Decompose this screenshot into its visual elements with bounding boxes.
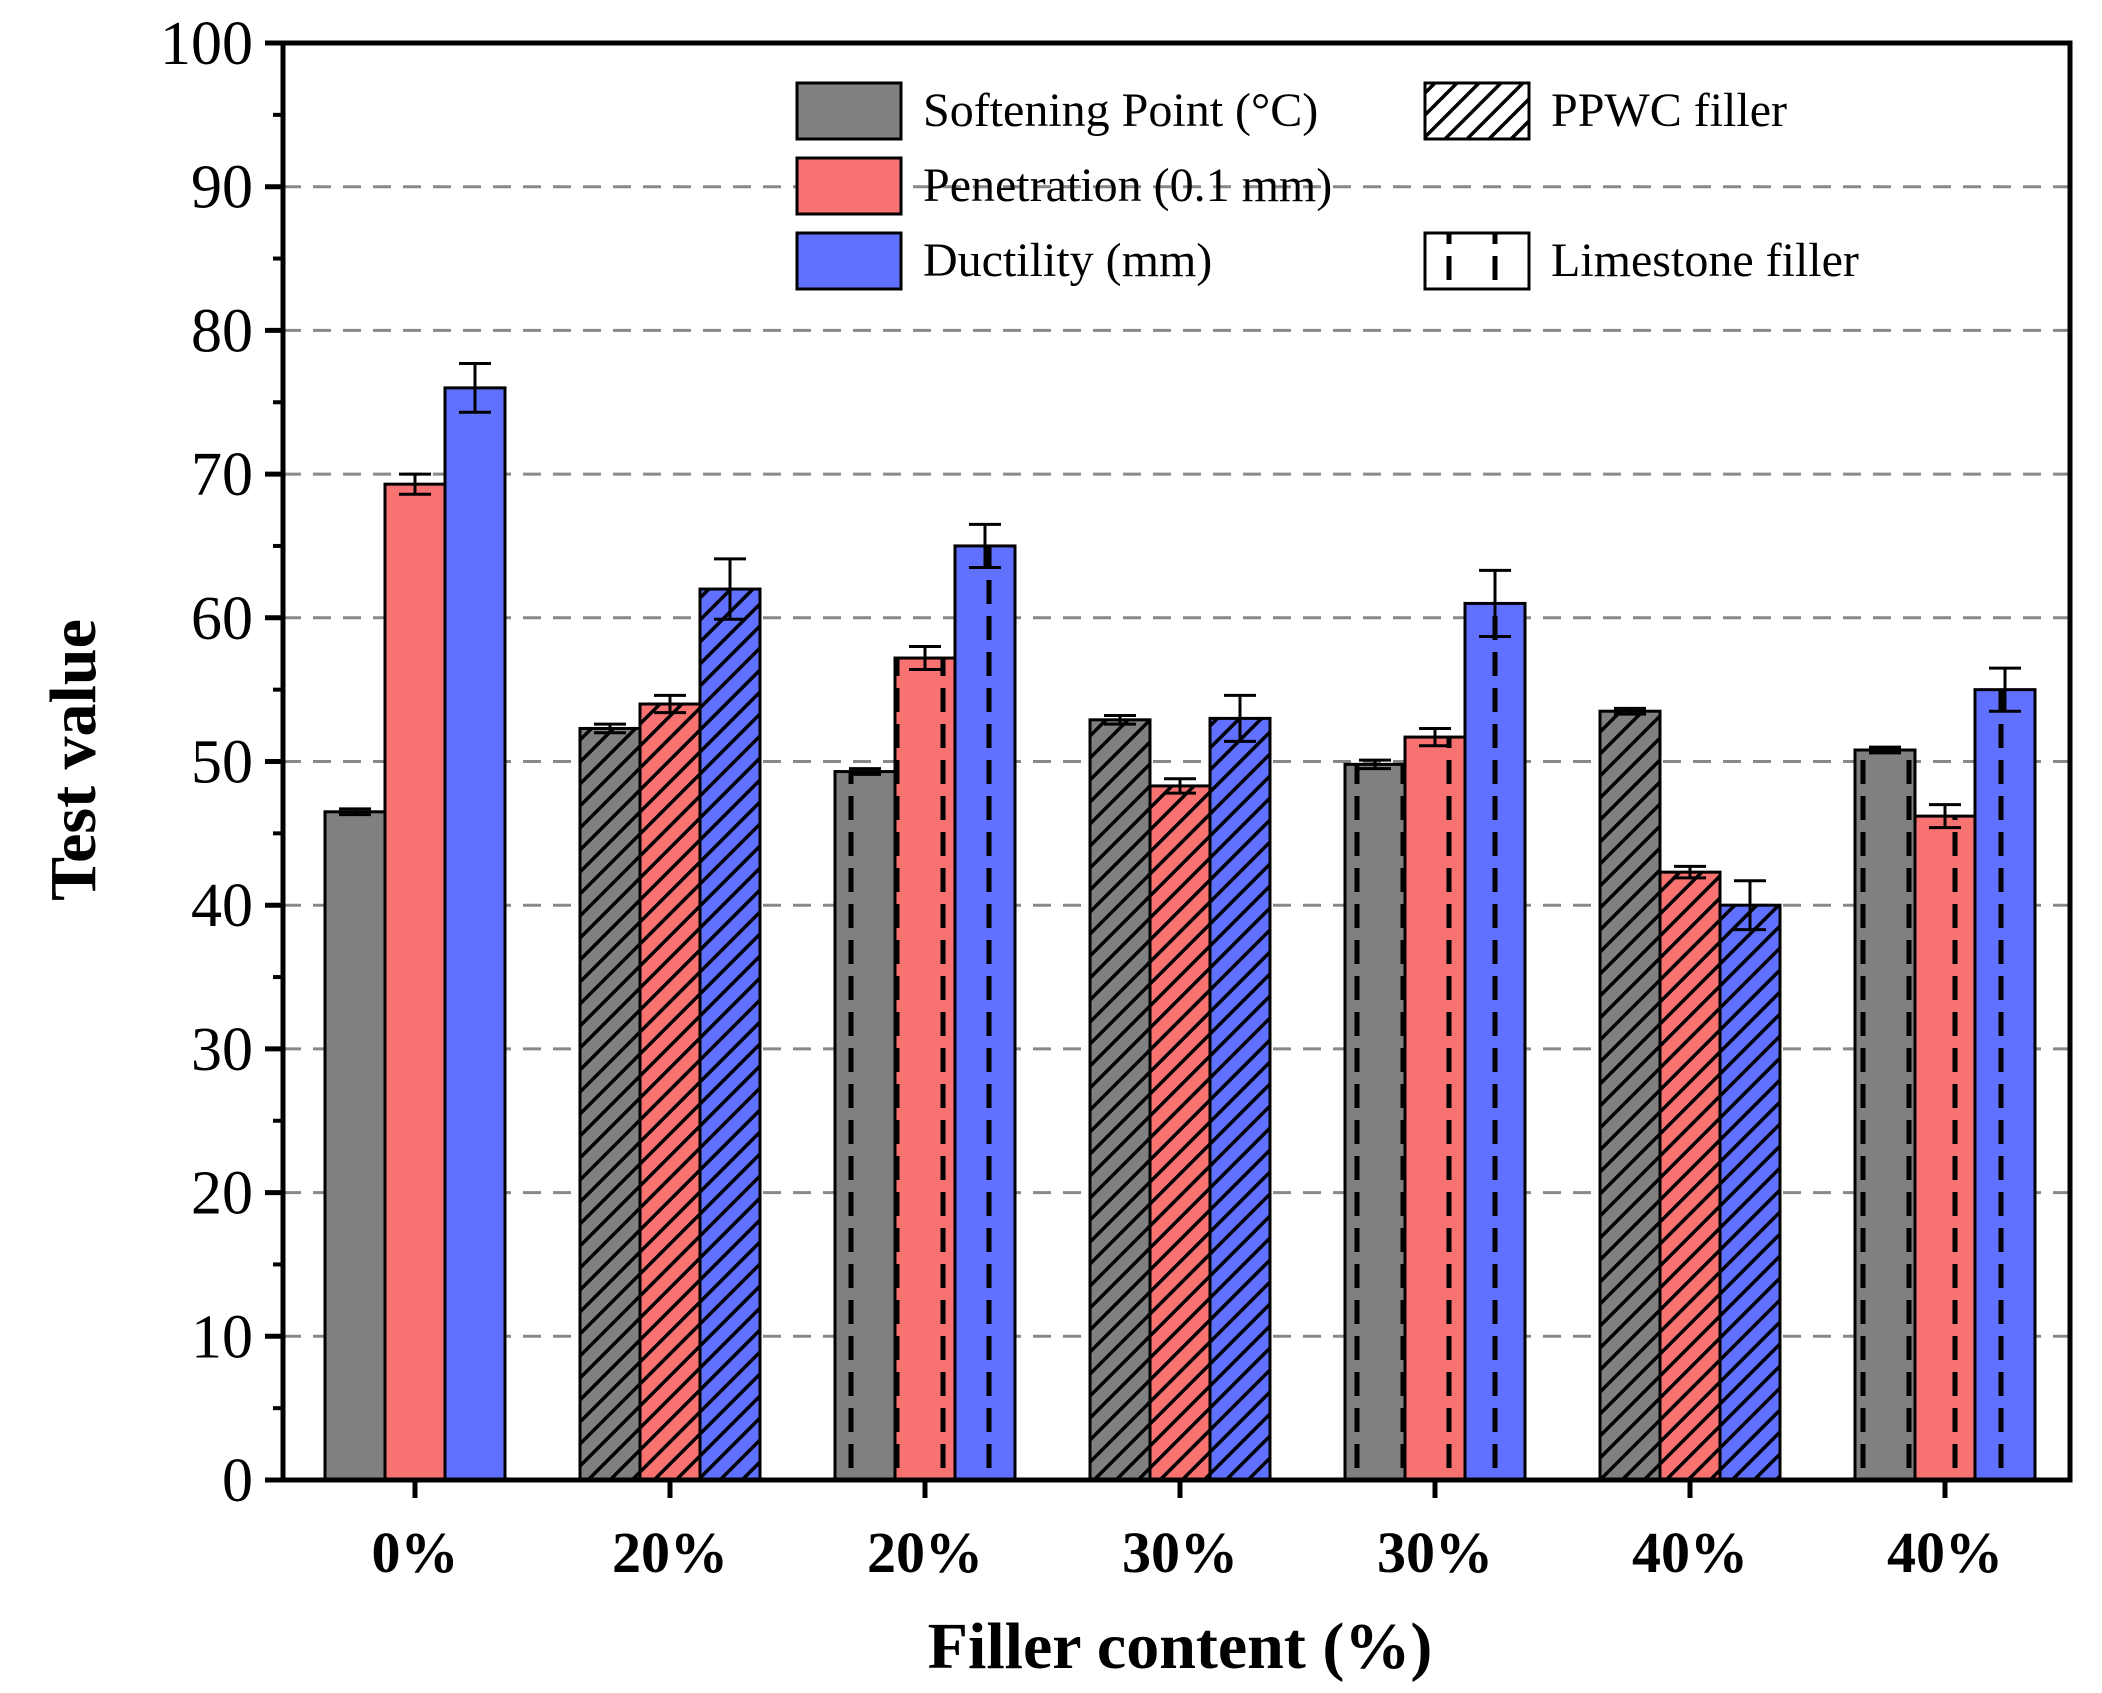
bar bbox=[323, 810, 387, 1480]
legend-item: Ductility (mm) bbox=[795, 231, 1212, 291]
x-tick-label: 20% bbox=[867, 1520, 983, 1585]
error-bar bbox=[1734, 879, 1766, 932]
error-bar bbox=[1224, 693, 1256, 743]
bars bbox=[323, 386, 2037, 1480]
legend-label: Ductility (mm) bbox=[923, 234, 1212, 287]
y-tick-label: 70 bbox=[191, 441, 253, 509]
y-tick-label: 0 bbox=[222, 1447, 253, 1515]
error-bar bbox=[1869, 745, 1901, 755]
legend-label: Limestone filler bbox=[1551, 234, 1859, 287]
y-axis-title: Test value bbox=[37, 619, 110, 901]
error-bar bbox=[594, 722, 626, 735]
bar-pattern bbox=[1660, 872, 1720, 1480]
x-tick-label: 0% bbox=[372, 1520, 459, 1585]
x-tick-label: 20% bbox=[612, 1520, 728, 1585]
legend-swatch bbox=[795, 81, 903, 141]
y-tick-label: 90 bbox=[191, 154, 253, 222]
error-bar bbox=[1674, 864, 1706, 880]
y-tick-label: 30 bbox=[191, 1016, 253, 1084]
legend-item: PPWC filler bbox=[1423, 81, 1787, 141]
y-tick-label: 40 bbox=[191, 872, 253, 940]
legend-pattern bbox=[1423, 81, 1531, 141]
legend: Softening Point (°C) Penetration (0.1 mm)… bbox=[795, 81, 1859, 291]
y-tick-label: 20 bbox=[191, 1160, 253, 1228]
bar-pattern bbox=[700, 589, 760, 1480]
x-tick-label: 40% bbox=[1887, 1520, 2003, 1585]
error-bar bbox=[1104, 714, 1136, 726]
bar-pattern bbox=[640, 704, 700, 1480]
legend-label: PPWC filler bbox=[1551, 84, 1787, 137]
error-bar bbox=[1359, 758, 1391, 771]
bar-pattern bbox=[1405, 737, 1465, 1480]
y-tick-label: 50 bbox=[191, 729, 253, 797]
y-tick-label: 60 bbox=[191, 585, 253, 653]
bar-pattern bbox=[1915, 816, 1975, 1480]
bar-pattern bbox=[1345, 764, 1405, 1480]
bar-pattern bbox=[895, 658, 955, 1480]
x-tick-label: 40% bbox=[1632, 1520, 1748, 1585]
error-bar bbox=[654, 693, 686, 715]
error-bars bbox=[339, 361, 2021, 932]
legend-item: Softening Point (°C) bbox=[795, 81, 1318, 141]
bar-pattern bbox=[835, 771, 895, 1480]
bar-pattern bbox=[1855, 750, 1915, 1480]
x-tick-label: 30% bbox=[1122, 1520, 1238, 1585]
y-tick-label: 80 bbox=[191, 297, 253, 365]
legend-label: Softening Point (°C) bbox=[923, 84, 1318, 137]
x-axis-title: Filler content (%) bbox=[928, 1610, 1433, 1683]
bar-pattern bbox=[1465, 603, 1525, 1480]
legend-swatch bbox=[795, 231, 903, 291]
bar-pattern bbox=[1090, 719, 1150, 1480]
bar-pattern bbox=[580, 728, 640, 1480]
bar bbox=[443, 386, 507, 1480]
bar-pattern bbox=[1975, 689, 2035, 1480]
x-axis: 0% 20% 20% 30% 30% 40% 40% bbox=[372, 1480, 2003, 1585]
x-tick-label: 30% bbox=[1377, 1520, 1493, 1585]
bar-pattern bbox=[1150, 785, 1210, 1480]
error-bar bbox=[339, 807, 371, 817]
error-bar bbox=[1164, 777, 1196, 795]
legend-item: Penetration (0.1 mm) bbox=[795, 156, 1332, 216]
legend-pattern bbox=[1423, 231, 1531, 291]
y-tick-label: 10 bbox=[191, 1303, 253, 1371]
bar bbox=[383, 482, 447, 1480]
error-bar bbox=[909, 645, 941, 672]
error-bar bbox=[969, 522, 1001, 570]
bar-pattern bbox=[1600, 711, 1660, 1480]
error-bar bbox=[1419, 726, 1451, 748]
error-bar bbox=[849, 767, 881, 776]
y-tick-label: 100 bbox=[160, 10, 253, 78]
y-axis: 0 10 20 30 40 50 60 70 80 90 100 bbox=[160, 10, 283, 1515]
error-bar bbox=[1479, 568, 1511, 638]
legend-swatch bbox=[795, 156, 903, 216]
error-bar bbox=[1929, 803, 1961, 830]
error-bar bbox=[1989, 666, 2021, 713]
legend-label: Penetration (0.1 mm) bbox=[923, 159, 1332, 212]
bar-pattern bbox=[1720, 905, 1780, 1480]
error-bar bbox=[714, 557, 746, 621]
bar-pattern bbox=[955, 545, 1015, 1480]
bar-pattern bbox=[1210, 718, 1270, 1480]
error-bar bbox=[399, 472, 431, 496]
legend-item: Limestone filler bbox=[1423, 231, 1859, 291]
error-bar bbox=[459, 361, 491, 414]
error-bar bbox=[1614, 706, 1646, 716]
